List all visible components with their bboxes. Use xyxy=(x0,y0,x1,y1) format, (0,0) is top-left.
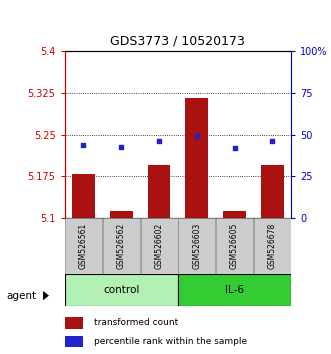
Bar xyxy=(216,218,253,274)
Text: GSM526678: GSM526678 xyxy=(268,223,277,269)
Text: percentile rank within the sample: percentile rank within the sample xyxy=(94,337,247,346)
Text: IL-6: IL-6 xyxy=(225,285,244,295)
Title: GDS3773 / 10520173: GDS3773 / 10520173 xyxy=(111,34,245,47)
Bar xyxy=(178,218,215,274)
Point xyxy=(81,142,86,147)
Text: transformed count: transformed count xyxy=(94,319,178,327)
Bar xyxy=(178,274,291,306)
Point xyxy=(118,144,124,149)
Text: GSM526603: GSM526603 xyxy=(192,223,201,269)
Bar xyxy=(254,218,291,274)
Point xyxy=(156,138,162,144)
Bar xyxy=(65,218,102,274)
Bar xyxy=(103,218,140,274)
Text: agent: agent xyxy=(7,291,37,301)
Point xyxy=(194,133,200,138)
Bar xyxy=(261,165,284,218)
Text: GSM526562: GSM526562 xyxy=(117,223,126,269)
Bar xyxy=(65,317,83,329)
Text: control: control xyxy=(103,285,139,295)
Bar xyxy=(148,165,170,218)
Text: GSM526561: GSM526561 xyxy=(79,223,88,269)
Bar xyxy=(65,336,83,348)
Bar xyxy=(223,211,246,218)
Bar xyxy=(110,211,132,218)
Point xyxy=(232,145,237,151)
Text: GSM526605: GSM526605 xyxy=(230,223,239,269)
Bar xyxy=(185,98,208,218)
Polygon shape xyxy=(43,291,49,300)
Bar xyxy=(65,274,177,306)
Text: GSM526602: GSM526602 xyxy=(155,223,164,269)
Point xyxy=(270,138,275,144)
Bar xyxy=(140,218,177,274)
Bar xyxy=(72,175,95,218)
